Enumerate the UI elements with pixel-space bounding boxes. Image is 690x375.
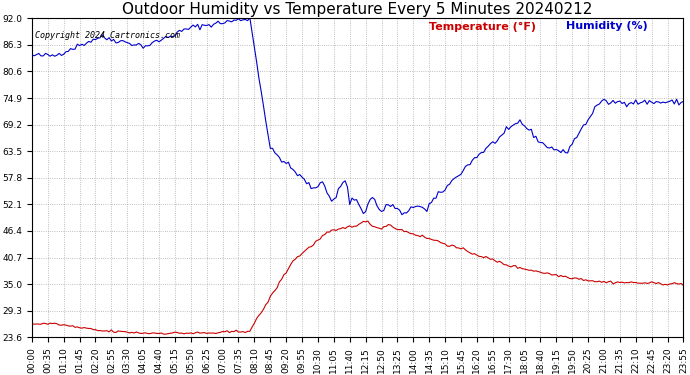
Text: Copyright 2024 Cartronics.com: Copyright 2024 Cartronics.com [35,31,180,40]
Text: Temperature (°F): Temperature (°F) [429,21,536,32]
Title: Outdoor Humidity vs Temperature Every 5 Minutes 20240212: Outdoor Humidity vs Temperature Every 5 … [123,2,593,17]
Text: Humidity (%): Humidity (%) [566,21,648,32]
